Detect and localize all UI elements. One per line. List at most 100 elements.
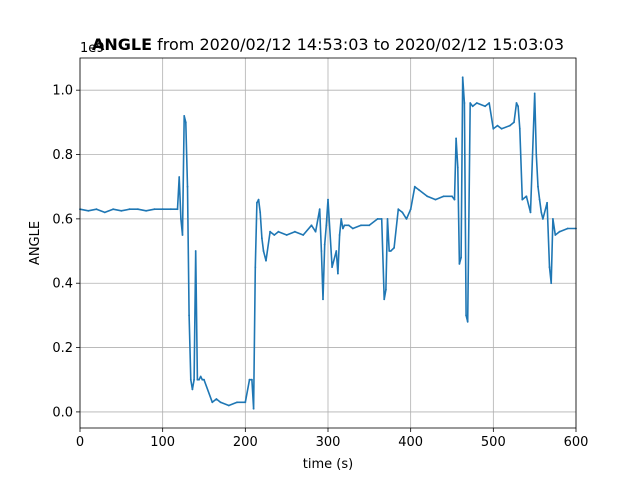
data-point <box>342 227 344 230</box>
data-point <box>383 298 386 301</box>
data-point <box>335 250 338 252</box>
data-point <box>558 230 561 233</box>
chart-title: ANGLE from 2020/02/12 14:53:03 to 2020/0… <box>92 35 564 54</box>
data-point <box>331 266 333 268</box>
data-point <box>189 378 192 381</box>
y-tick-label: 0.2 <box>52 341 73 356</box>
data-point <box>393 246 395 249</box>
data-point <box>347 224 350 227</box>
data-point <box>538 198 541 201</box>
x-tick-label: 100 <box>150 435 175 450</box>
data-point <box>294 230 296 233</box>
data-point <box>513 121 515 124</box>
grid <box>79 58 577 428</box>
data-point <box>327 198 329 201</box>
x-tick-label: 500 <box>481 435 506 450</box>
data-point <box>252 407 255 410</box>
data-point <box>314 230 317 233</box>
data-point <box>236 401 239 404</box>
data-point <box>550 282 553 285</box>
data-point <box>248 378 251 381</box>
data-point <box>496 124 499 127</box>
data-point <box>103 211 106 214</box>
y-tick-label: 0.4 <box>52 277 73 292</box>
data-point <box>257 198 260 201</box>
y-tick-label: 0.0 <box>52 405 73 420</box>
x-tick-label: 300 <box>316 435 341 450</box>
data-point <box>351 227 354 230</box>
y-tick-label: 1.0 <box>52 84 73 99</box>
data-point <box>368 224 371 227</box>
data-point <box>518 127 521 130</box>
data-point <box>475 102 478 104</box>
x-tick-label: 400 <box>398 435 423 450</box>
data-point <box>535 153 538 156</box>
data-point <box>465 314 467 317</box>
data-point <box>484 105 486 108</box>
data-point <box>323 243 326 246</box>
data-point <box>211 401 214 404</box>
data-point <box>318 208 321 211</box>
data-point <box>269 230 271 233</box>
data-point <box>389 250 392 252</box>
chart-title-rest: from 2020/02/12 14:53:03 to 2020/02/12 1… <box>152 35 564 54</box>
data-point <box>244 401 247 404</box>
data-point <box>87 209 90 212</box>
data-point <box>227 404 230 407</box>
data-point <box>360 224 362 227</box>
data-point <box>112 208 114 211</box>
data-point <box>413 185 416 188</box>
data-point <box>277 230 280 233</box>
data-point <box>337 272 339 275</box>
data-point <box>537 185 539 188</box>
data-point <box>453 198 456 201</box>
x-axis-ticks: 0 100 200 300 400 500 600 <box>76 428 588 450</box>
data-point <box>385 288 387 291</box>
data-point <box>153 208 156 211</box>
data-point <box>186 185 189 188</box>
data-point <box>262 250 265 252</box>
data-point <box>405 218 408 220</box>
data-point <box>161 208 164 211</box>
data-point <box>191 388 194 391</box>
x-tick-label: 0 <box>76 435 84 450</box>
data-point <box>137 208 139 211</box>
data-point <box>198 378 200 381</box>
data-point <box>203 378 205 381</box>
data-point <box>180 218 182 220</box>
data-point <box>458 263 461 265</box>
data-point <box>194 250 197 252</box>
data-point <box>442 195 445 198</box>
data-point <box>515 102 518 104</box>
data-point <box>340 218 343 220</box>
data-point <box>409 208 412 211</box>
data-point <box>196 378 199 381</box>
data-point <box>533 92 536 95</box>
data-point <box>320 250 323 252</box>
data-point <box>338 234 341 236</box>
data-point <box>388 250 391 252</box>
data-point <box>285 234 288 236</box>
series-layer <box>79 76 577 410</box>
data-point <box>176 208 179 211</box>
data-point <box>488 102 491 104</box>
data-point <box>310 224 313 227</box>
data-point <box>181 234 184 236</box>
data-point <box>492 127 495 130</box>
data-point <box>540 211 543 214</box>
data-point <box>546 201 548 204</box>
data-point <box>265 259 267 262</box>
x-axis-label: time (s) <box>303 457 353 472</box>
data-point <box>188 314 191 317</box>
data-point <box>199 375 202 378</box>
data-point <box>521 198 524 201</box>
data-point <box>215 398 218 400</box>
y-axis-ticks: 0.0 0.2 0.4 0.6 0.8 1.0 <box>52 84 80 420</box>
data-point <box>552 218 554 220</box>
data-point <box>469 102 472 104</box>
data-point <box>219 401 222 404</box>
data-point <box>183 115 186 117</box>
data-point <box>343 224 346 227</box>
